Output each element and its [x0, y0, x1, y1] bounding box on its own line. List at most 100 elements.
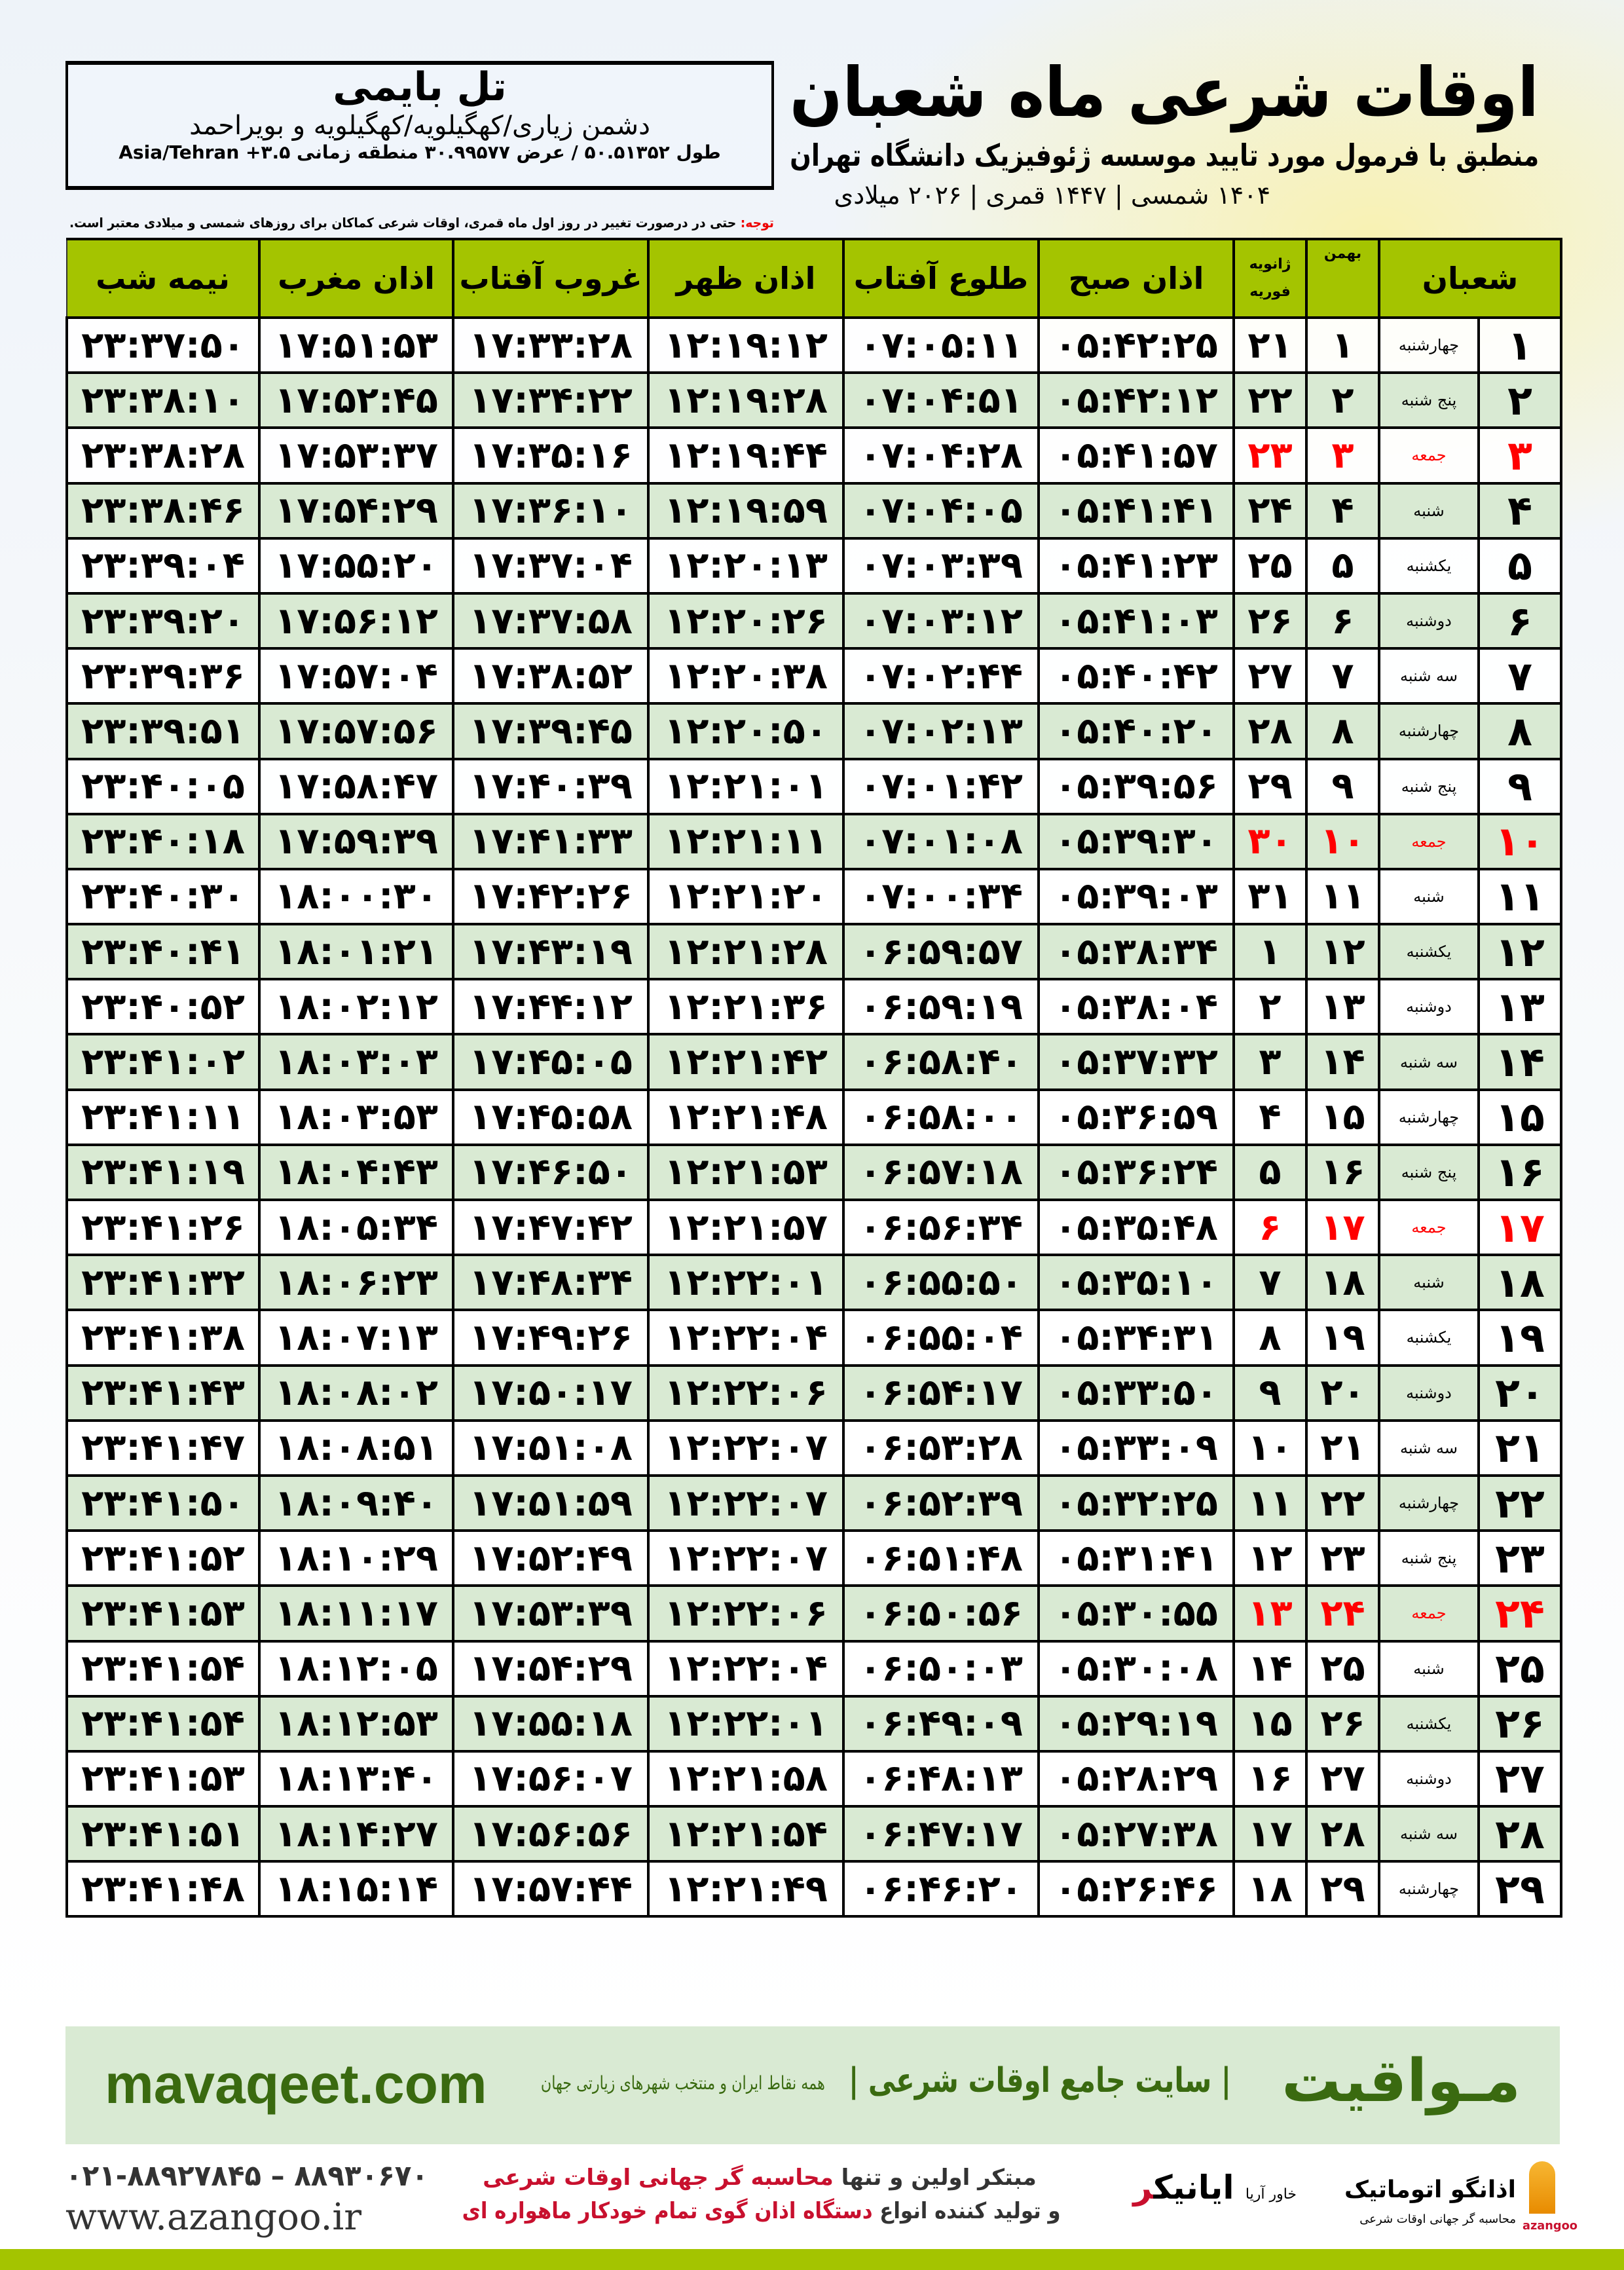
cell-fajr: ۰۵:۳۹:۰۳ — [1037, 867, 1235, 926]
cell-sunrise: ۰۷:۰۴:۰۵ — [842, 481, 1040, 540]
cell-maghrib-text: ۱۸:۱۵:۱۴ — [274, 1867, 438, 1910]
cell-bahman: ۱۶ — [1305, 1143, 1380, 1202]
cell-midnight-text: ۲۳:۳۷:۵۰ — [81, 324, 245, 367]
cell-sunset: ۱۷:۳۷:۵۸ — [452, 591, 650, 650]
cell-sunset: ۱۷:۳۶:۱۰ — [452, 481, 650, 540]
banner-site-link[interactable]: mavaqeet.com — [105, 2051, 511, 2117]
cell-maghrib-text: ۱۷:۵۱:۵۳ — [274, 324, 438, 367]
cell-bahman: ۱۵ — [1305, 1088, 1380, 1146]
cell-greg: ۲۸ — [1232, 702, 1308, 760]
cell-maghrib: ۱۷:۵۷:۵۶ — [258, 702, 454, 760]
cell-fajr-text: ۰۵:۳۵:۱۰ — [1054, 1261, 1218, 1304]
azangoo-subtitle-text: محاسبه گر جهانی اوقات شرعی — [1359, 2212, 1516, 2226]
cell-greg-text: ۲۸ — [1247, 709, 1293, 753]
cell-sunset-text: ۱۷:۵۶:۰۷ — [469, 1757, 633, 1800]
cell-sunset-text: ۱۷:۴۶:۵۰ — [469, 1151, 633, 1194]
cell-greg: ۴ — [1232, 1088, 1308, 1146]
cell-greg-text: ۲۱ — [1247, 324, 1293, 367]
cell-fajr: ۰۵:۳۹:۳۰ — [1037, 812, 1235, 870]
cell-maghrib-text: ۱۸:۰۱:۲۱ — [274, 930, 438, 973]
footer-website-link[interactable]: www.azangoo.ir — [65, 2196, 432, 2239]
cell-maghrib: ۱۷:۵۸:۴۷ — [258, 757, 454, 815]
cell-bahman: ۲۴ — [1305, 1584, 1380, 1643]
cell-day-text: ۹ — [1507, 762, 1532, 811]
cell-sunset-text: ۱۷:۵۱:۰۸ — [469, 1426, 633, 1470]
prayer-times-table: شعبان بهمن ژانویه فوریه اذان صبح طلوع آفت… — [65, 238, 1563, 1918]
cell-sunset-text: ۱۷:۳۷:۰۴ — [469, 544, 633, 587]
cell-fajr: ۰۵:۲۶:۴۶ — [1037, 1860, 1235, 1918]
cell-dhuhr: ۱۲:۲۱:۵۸ — [647, 1749, 845, 1808]
cell-sunrise: ۰۶:۵۴:۱۷ — [842, 1364, 1040, 1422]
cell-day: ۸ — [1477, 702, 1563, 760]
cell-dhuhr-text: ۱۲:۲۱:۵۸ — [664, 1757, 828, 1800]
cell-bahman-text: ۲۹ — [1320, 1867, 1365, 1910]
cell-dhuhr: ۱۲:۲۲:۰۱ — [647, 1694, 845, 1753]
cell-greg: ۱۶ — [1232, 1749, 1308, 1808]
table-row: ۱۲ یکشنبه ۱۲ ۱ ۰۵:۳۸:۳۴ ۰۶:۵۹:۵۷ ۱۲:۲۱:۲۸ ۱۷:۴۳… — [65, 923, 1563, 981]
cell-day-text: ۲۴ — [1495, 1589, 1545, 1637]
cell-sunset: ۱۷:۵۵:۱۸ — [452, 1694, 650, 1753]
cell-bahman-text: ۴ — [1331, 489, 1354, 532]
cell-sunset: ۱۷:۳۷:۰۴ — [452, 536, 650, 595]
cell-greg: ۱۲ — [1232, 1529, 1308, 1588]
cell-weekday-text: چهارشنبه — [1398, 1494, 1460, 1513]
cell-greg: ۱۸ — [1232, 1860, 1308, 1918]
cell-sunrise: ۰۶:۵۱:۴۸ — [842, 1529, 1040, 1588]
table-row: ۱۴ سه شنبه ۱۴ ۳ ۰۵:۳۷:۳۲ ۰۶:۵۸:۴۰ ۱۲:۲۱:۴۲ ۱۷:۴… — [65, 1033, 1563, 1091]
cell-bahman: ۲۵ — [1305, 1639, 1380, 1698]
cell-sunset-text: ۱۷:۴۰:۳۹ — [469, 765, 633, 808]
cell-bahman-text: ۲۲ — [1320, 1481, 1365, 1525]
cell-day-text: ۵ — [1507, 542, 1532, 590]
cell-dhuhr-text: ۱۲:۲۱:۳۶ — [664, 985, 828, 1028]
cell-weekday-text: یکشنبه — [1406, 942, 1452, 961]
cell-bahman-text: ۱۵ — [1320, 1096, 1365, 1139]
cell-midnight: ۲۳:۳۹:۳۶ — [65, 647, 261, 705]
cell-sunrise-text: ۰۶:۴۶:۲۰ — [859, 1867, 1023, 1910]
col-maghrib: اذان مغرب — [259, 238, 454, 319]
banner-site-text[interactable]: mavaqeet.com — [105, 2053, 487, 2115]
cell-dhuhr-text: ۱۲:۲۱:۵۳ — [664, 1151, 828, 1194]
rayanik-side: خاور آریا — [1245, 2186, 1297, 2203]
cell-dhuhr: ۱۲:۲۰:۲۶ — [647, 591, 845, 650]
cell-bahman: ۱۷ — [1305, 1198, 1380, 1257]
page-title-text: اوقات شرعی ماه شعبان — [790, 52, 1539, 132]
cell-sunrise: ۰۷:۰۴:۲۸ — [842, 426, 1040, 485]
cell-fajr: ۰۵:۳۸:۰۴ — [1037, 978, 1235, 1036]
cell-dhuhr: ۱۲:۲۱:۰۱ — [647, 757, 845, 815]
cell-day: ۱ — [1477, 316, 1563, 375]
cell-maghrib-text: ۱۷:۵۹:۳۹ — [274, 820, 438, 863]
cell-sunrise-text: ۰۷:۰۴:۲۸ — [859, 434, 1023, 477]
footer-website-text[interactable]: www.azangoo.ir — [65, 2196, 362, 2239]
cell-dhuhr: ۱۲:۲۱:۵۳ — [647, 1143, 845, 1202]
cell-fajr-text: ۰۵:۳۰:۵۵ — [1054, 1591, 1218, 1635]
table-row: ۱۱ شنبه ۱۱ ۳۱ ۰۵:۳۹:۰۳ ۰۷:۰۰:۳۴ ۱۲:۲۱:۲۰ ۱۷:۴۲:… — [65, 867, 1563, 926]
promo-line2-a: و تولید کننده انواع — [872, 2198, 1061, 2224]
cell-sunset: ۱۷:۵۱:۰۸ — [452, 1419, 650, 1477]
cell-sunset-text: ۱۷:۴۵:۰۵ — [469, 1041, 633, 1084]
cell-midnight-text: ۲۳:۴۱:۱۱ — [81, 1096, 245, 1139]
cell-sunrise: ۰۷:۰۵:۱۱ — [842, 316, 1040, 375]
cell-greg: ۸ — [1232, 1309, 1308, 1367]
cell-bahman-text: ۲۱ — [1320, 1426, 1365, 1470]
cell-weekday-text: شنبه — [1413, 501, 1445, 520]
cell-midnight: ۲۳:۳۹:۵۱ — [65, 702, 261, 760]
cell-weekday: چهارشنبه — [1377, 1860, 1481, 1918]
cell-dhuhr: ۱۲:۲۲:۰۷ — [647, 1474, 845, 1533]
azangoo-subtitle: محاسبه گر جهانی اوقات شرعی — [1313, 2212, 1516, 2227]
cell-sunrise: ۰۶:۵۲:۳۹ — [842, 1474, 1040, 1533]
cell-sunset: ۱۷:۳۸:۵۲ — [452, 647, 650, 705]
cell-fajr-text: ۰۵:۴۰:۴۲ — [1054, 654, 1218, 698]
cell-greg: ۱۱ — [1232, 1474, 1308, 1533]
cell-greg: ۲۹ — [1232, 757, 1308, 815]
cell-fajr: ۰۵:۴۰:۴۲ — [1037, 647, 1235, 705]
cell-bahman-text: ۲۷ — [1320, 1757, 1365, 1800]
cell-weekday: دوشنبه — [1377, 591, 1481, 650]
cell-maghrib-text: ۱۸:۱۳:۴۰ — [274, 1757, 438, 1800]
cell-midnight: ۲۳:۴۱:۴۳ — [65, 1364, 261, 1422]
cell-greg: ۳ — [1232, 1033, 1308, 1091]
cell-sunrise: ۰۷:۰۴:۵۱ — [842, 371, 1040, 430]
cell-weekday-text: سه شنبه — [1399, 1438, 1458, 1457]
cell-maghrib-text: ۱۸:۰۵:۳۴ — [274, 1206, 438, 1249]
cell-greg: ۳۰ — [1232, 812, 1308, 870]
table-row: ۱ چهارشنبه ۱ ۲۱ ۰۵:۴۲:۲۵ ۰۷:۰۵:۱۱ ۱۲:۱۹:۱۲ ۱۷:۳… — [65, 316, 1563, 375]
